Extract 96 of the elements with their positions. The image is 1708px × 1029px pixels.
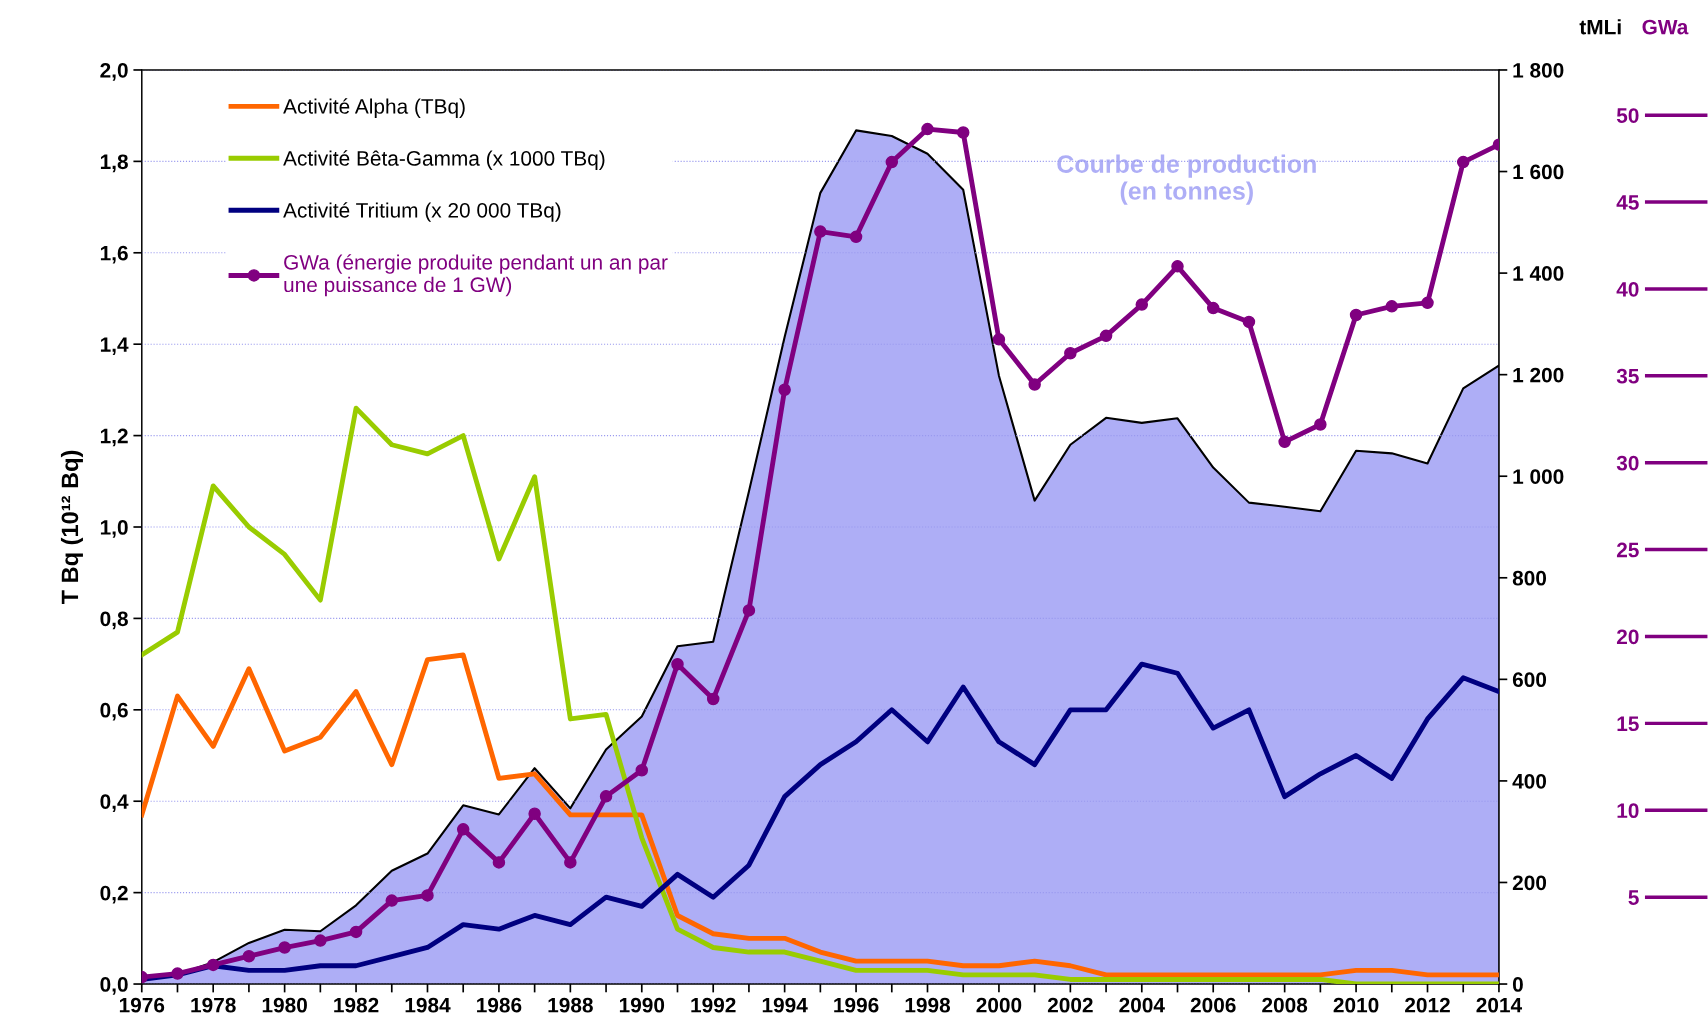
x-tick-label: 2000 — [976, 997, 1022, 1013]
x-tick-label: 1982 — [334, 997, 379, 1013]
point — [1349, 308, 1363, 322]
y2-tick-label: 1 400 — [1513, 266, 1564, 281]
point — [1135, 298, 1149, 311]
y-tick-label: 1,8 — [100, 154, 128, 173]
point — [171, 967, 184, 980]
y3-tick-label: 25 — [1616, 542, 1639, 558]
point — [1064, 346, 1077, 360]
y-tick-label: 2,0 — [100, 62, 128, 81]
x-tick-label: 2004 — [1119, 997, 1165, 1013]
point — [385, 894, 399, 907]
y-tick-label: 0,2 — [100, 885, 128, 904]
point — [528, 807, 541, 820]
point — [349, 925, 363, 939]
x-tick-label: 1976 — [119, 997, 165, 1013]
point — [564, 856, 577, 869]
point — [742, 604, 756, 617]
y3-tick-label: 50 — [1616, 108, 1639, 123]
y2-tick-label: 1 800 — [1513, 62, 1564, 78]
point — [1278, 435, 1291, 449]
point — [921, 122, 934, 136]
x-tick-label: 1980 — [262, 997, 307, 1013]
point — [1314, 418, 1327, 431]
point — [849, 230, 863, 244]
x-tick-label: 2008 — [1262, 997, 1308, 1013]
point — [1385, 300, 1399, 313]
legend-label: Activité Alpha (TBq) — [283, 98, 465, 118]
point — [421, 889, 434, 902]
y-tick-label: 1,2 — [100, 428, 128, 447]
y-tick-label: 0,4 — [100, 794, 129, 812]
point — [1028, 378, 1041, 391]
x-tick-label: 1978 — [191, 997, 236, 1013]
y-tick-label: 0,0 — [100, 977, 128, 995]
point — [278, 941, 291, 954]
y3-tick-label: 40 — [1616, 281, 1639, 297]
point — [885, 155, 899, 169]
point — [635, 764, 649, 777]
y3-tick-label: 30 — [1616, 455, 1639, 471]
y3-tick-label: 5 — [1628, 890, 1639, 905]
y3-tick-label: 20 — [1616, 629, 1639, 645]
y-tick-label: 1,6 — [100, 245, 128, 264]
point — [778, 383, 791, 396]
point — [1242, 315, 1256, 329]
y3-axis-title: GWa — [1642, 19, 1689, 35]
x-tick-label: 1986 — [477, 997, 522, 1013]
point — [1206, 301, 1220, 315]
y2-tick-label: 1 000 — [1513, 469, 1564, 484]
point — [492, 856, 506, 869]
x-tick-label: 1996 — [834, 997, 879, 1013]
x-tick-label: 1984 — [405, 997, 451, 1013]
y2-tick-label: 0 — [1512, 977, 1523, 992]
x-tick-label: 2002 — [1047, 997, 1093, 1013]
point — [456, 823, 470, 836]
y3-tick-label: 35 — [1616, 368, 1639, 384]
y-tick-label: 0,6 — [100, 702, 128, 721]
point — [314, 934, 327, 947]
y-tick-label: 1,4 — [100, 337, 129, 355]
y3-tick-label: 45 — [1616, 195, 1639, 210]
point — [1099, 329, 1113, 343]
point — [956, 126, 970, 139]
point — [206, 958, 220, 972]
y2-axis-title: tMLi — [1579, 19, 1621, 35]
y2-tick-label: 600 — [1512, 672, 1547, 688]
y2-tick-label: 800 — [1512, 570, 1547, 586]
point — [599, 790, 613, 803]
point — [814, 225, 827, 238]
point — [1171, 260, 1184, 273]
x-tick-label: 1990 — [619, 997, 665, 1013]
y-tick-label: 0,8 — [100, 611, 128, 630]
point — [671, 658, 684, 671]
y2-tick-label: 400 — [1512, 773, 1547, 789]
y-tick-label: 1,0 — [100, 520, 128, 538]
y3-tick-label: 15 — [1617, 716, 1639, 732]
x-tick-label: 2012 — [1405, 997, 1450, 1013]
x-tick-label: 1998 — [905, 997, 951, 1013]
y2-tick-label: 1 200 — [1513, 367, 1564, 383]
point — [992, 333, 1006, 346]
x-tick-label: 2006 — [1190, 997, 1236, 1013]
point — [706, 692, 720, 706]
legend-label: GWa (énergie produite pendant un an par une puissance de 1 GW) — [284, 254, 668, 297]
x-tick-label: 1992 — [691, 997, 736, 1013]
y2-tick-label: 200 — [1512, 875, 1547, 891]
text: Courbe de production (en tonnes) — [1057, 154, 1316, 205]
legend-label: Activité Bêta-Gamma (x 1000 TBq) — [283, 150, 605, 170]
legend-label: Activité Tritium (x 20 000 TBq) — [283, 202, 561, 222]
point — [1421, 296, 1434, 310]
y3-tick-label: 10 — [1617, 803, 1639, 819]
y2-tick-label: 1 600 — [1513, 164, 1564, 180]
point — [1456, 155, 1470, 169]
y-axis-title: T Bq (10¹² Bq) — [60, 450, 83, 605]
x-tick-label: 2010 — [1333, 997, 1379, 1013]
x-tick-label: 2014 — [1476, 997, 1522, 1013]
x-tick-label: 1988 — [548, 997, 593, 1013]
point — [242, 949, 256, 963]
x-tick-label: 1994 — [762, 997, 808, 1013]
